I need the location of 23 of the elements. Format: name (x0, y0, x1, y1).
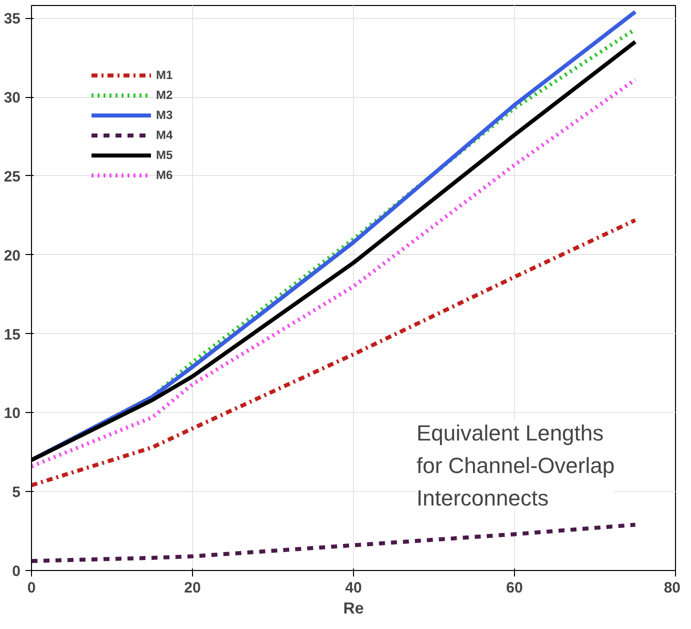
legend-label: M3 (156, 108, 174, 122)
legend-label: M4 (156, 128, 174, 142)
y-tick-label: 15 (4, 326, 21, 344)
legend-label: M5 (156, 148, 174, 162)
legend-label: M2 (156, 88, 174, 102)
y-tick-label: 20 (4, 247, 21, 264)
legend-label: M1 (156, 68, 174, 82)
y-tick-label: 10 (4, 405, 21, 422)
x-tick-label: 80 (664, 580, 681, 596)
y-tick-label: 30 (4, 90, 21, 107)
x-axis-title: Re (343, 600, 364, 618)
y-tick-label: 25 (4, 168, 21, 186)
x-tick-label: 0 (27, 580, 36, 596)
y-tick-label: 35 (4, 10, 21, 28)
annotation: Equivalent Lengths for Channel-Overlap Interconnects (416, 420, 615, 510)
legend-label: M6 (156, 168, 174, 182)
y-tick-label: 0 (12, 563, 20, 580)
line-series (32, 522, 638, 564)
line-series (32, 218, 638, 488)
x-tick-label: 60 (506, 580, 523, 596)
x-tick-label: 20 (184, 580, 201, 596)
y-tick-label: 5 (12, 484, 20, 502)
x-tick-label: 40 (345, 580, 362, 596)
